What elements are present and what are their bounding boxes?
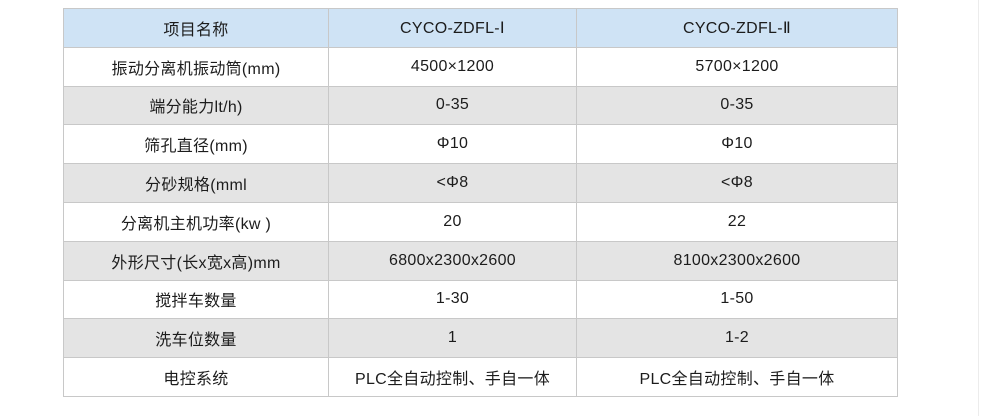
row-value-model1: 6800x2300x2600 [328,240,577,281]
table-row: 外形尺寸(长x宽x高)mm 6800x2300x2600 8100x2300x2… [63,240,898,281]
column-header-model-2: CYCO-ZDFL-Ⅱ [576,8,898,48]
row-label: 筛孔直径(mm) [63,124,329,165]
row-value-model2: 5700×1200 [576,46,898,87]
row-value-model2: 8100x2300x2600 [576,240,898,281]
row-value-model1: 1-30 [328,279,577,320]
row-label: 分离机主机功率(kw ) [63,201,329,242]
row-label: 外形尺寸(长x宽x高)mm [63,240,329,281]
row-value-model1: Φ10 [328,124,577,165]
row-value-model1: 0-35 [328,85,577,126]
row-value-model2: Φ10 [576,124,898,165]
row-label: 端分能力lt/h) [63,85,329,126]
row-value-model1: 4500×1200 [328,46,577,87]
table-row: 振动分离机振动筒(mm) 4500×1200 5700×1200 [63,46,898,87]
row-value-model2: 1-2 [576,318,898,359]
table-row: 端分能力lt/h) 0-35 0-35 [63,85,898,126]
row-value-model1: <Φ8 [328,163,577,203]
table-row: 搅拌车数量 1-30 1-50 [63,279,898,320]
row-label: 洗车位数量 [63,318,329,359]
row-label: 电控系统 [63,357,329,397]
row-value-model1: 1 [328,318,577,359]
column-header-model-1: CYCO-ZDFL-Ⅰ [328,8,577,48]
content-edge-divider [978,0,979,416]
row-value-model2: 0-35 [576,85,898,126]
row-value-model2: PLC全自动控制、手自一体 [576,357,898,397]
row-value-model2: 1-50 [576,279,898,320]
table-row: 分砂规格(mml <Φ8 <Φ8 [63,163,898,203]
row-value-model2: <Φ8 [576,163,898,203]
row-value-model1: PLC全自动控制、手自一体 [328,357,577,397]
row-label: 搅拌车数量 [63,279,329,320]
table-row: 洗车位数量 1 1-2 [63,318,898,359]
table-row: 电控系统 PLC全自动控制、手自一体 PLC全自动控制、手自一体 [63,357,898,397]
row-label: 振动分离机振动筒(mm) [63,46,329,87]
spec-table: 项目名称 CYCO-ZDFL-Ⅰ CYCO-ZDFL-Ⅱ 振动分离机振动筒(mm… [63,8,898,397]
column-header-item-name: 项目名称 [63,8,329,48]
table-header-row: 项目名称 CYCO-ZDFL-Ⅰ CYCO-ZDFL-Ⅱ [63,8,898,48]
table-row: 分离机主机功率(kw ) 20 22 [63,201,898,242]
row-label: 分砂规格(mml [63,163,329,203]
table-row: 筛孔直径(mm) Φ10 Φ10 [63,124,898,165]
row-value-model2: 22 [576,201,898,242]
row-value-model1: 20 [328,201,577,242]
